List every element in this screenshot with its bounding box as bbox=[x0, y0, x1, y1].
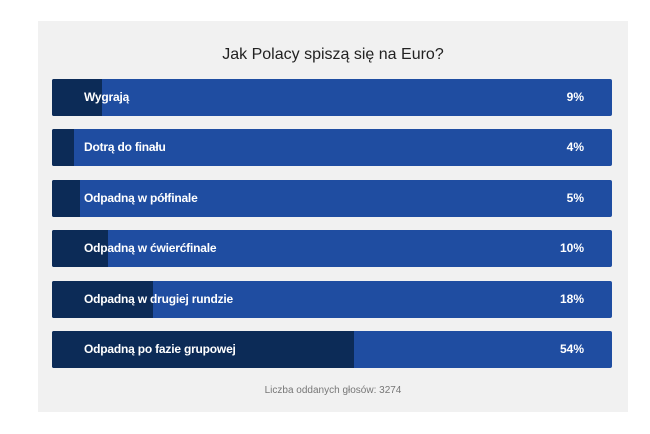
option-result-fill bbox=[52, 330, 355, 368]
option-percent: 18% bbox=[559, 291, 584, 306]
option-label: Odpadną po fazie grupowej bbox=[84, 341, 236, 356]
option-result-fill bbox=[52, 280, 153, 318]
option-label: Odpadną w półfinale bbox=[84, 190, 198, 205]
option-percent: 10% bbox=[559, 241, 584, 256]
poll-options: Wygrają 9% Dotrą do finału 4% Odpadną w … bbox=[52, 79, 612, 381]
option-percent: 4% bbox=[566, 140, 584, 155]
option-label: Odpadną w ćwierćfinale bbox=[84, 241, 217, 256]
poll-option-wygraja[interactable]: Wygrają 9% bbox=[52, 79, 612, 116]
poll-option-second-round[interactable]: Odpadną w drugiej rundzie 18% bbox=[52, 280, 612, 318]
option-percent: 54% bbox=[559, 341, 584, 356]
poll-option-semifinal[interactable]: Odpadną w półfinale 5% bbox=[52, 179, 612, 217]
poll-card: Jak Polacy spiszą się na Euro? Wygrają 9… bbox=[38, 21, 628, 412]
option-result-fill bbox=[52, 129, 75, 167]
option-percent: 5% bbox=[566, 190, 584, 205]
option-label: Wygrają bbox=[84, 90, 130, 104]
option-percent: 9% bbox=[566, 90, 584, 104]
poll-option-finale[interactable]: Dotrą do finału 4% bbox=[52, 129, 612, 167]
option-result-fill bbox=[52, 230, 108, 268]
option-label: Dotrą do finału bbox=[84, 140, 166, 155]
poll-title: Jak Polacy spiszą się na Euro? bbox=[222, 46, 444, 63]
votes-count: Liczba oddanych głosów: 3274 bbox=[264, 385, 402, 396]
poll-option-group-stage[interactable]: Odpadną po fazie grupowej 54% bbox=[52, 330, 612, 368]
poll-option-quarterfinal[interactable]: Odpadną w ćwierćfinale 10% bbox=[52, 230, 612, 268]
option-label: Odpadną w drugiej rundzie bbox=[84, 291, 234, 306]
option-result-fill bbox=[52, 179, 80, 217]
option-result-fill bbox=[52, 79, 103, 116]
